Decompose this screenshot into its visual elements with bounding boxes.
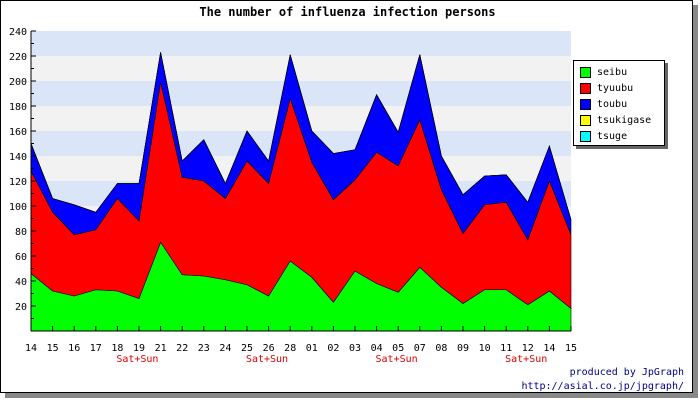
x-weekend-label: Sat+Sun — [116, 354, 158, 365]
x-tick-label: 05 — [392, 343, 404, 354]
y-tick-label: 140 — [9, 152, 27, 163]
x-tick-label: 03 — [349, 343, 361, 354]
y-tick-label: 240 — [9, 27, 27, 38]
series-area-tsuge — [30, 52, 572, 220]
legend-item-seibu: seibu — [580, 64, 664, 80]
y-tick-label: 20 — [15, 302, 27, 313]
x-tick-label: 24 — [219, 343, 231, 354]
credit-producer: produced by JpGraph — [569, 367, 684, 378]
credit-url[interactable]: http://asial.co.jp/jpgraph/ — [521, 381, 684, 392]
y-tick-label: 120 — [9, 177, 27, 188]
legend-label: tsuge — [597, 130, 628, 142]
x-tick-label: 12 — [522, 343, 534, 354]
legend-item-tsuge: tsuge — [580, 128, 664, 144]
x-tick-label: 18 — [111, 343, 123, 354]
legend-label: toubu — [597, 98, 628, 110]
x-tick-label: 19 — [133, 343, 145, 354]
x-tick-label: 07 — [414, 343, 426, 354]
chart-title: The number of influenza infection person… — [199, 5, 496, 19]
x-tick-label: 01 — [306, 343, 318, 354]
legend-swatch — [580, 98, 591, 110]
y-tick-label: 100 — [9, 202, 27, 213]
y-tick-label: 220 — [9, 52, 27, 63]
legend-swatch — [580, 130, 591, 142]
x-tick-label: 15 — [565, 343, 577, 354]
x-tick-label: 09 — [457, 343, 469, 354]
legend-item-toubu: toubu — [580, 96, 664, 112]
x-tick-label: 23 — [198, 343, 210, 354]
x-weekend-label: Sat+Sun — [246, 354, 288, 365]
y-tick-label: 80 — [15, 227, 27, 238]
x-weekend-label: Sat+Sun — [505, 354, 547, 365]
x-tick-label: 14 — [543, 343, 555, 354]
legend-label: tsukigase — [597, 114, 652, 126]
y-tick-label: 200 — [9, 77, 27, 88]
legend-item-tsukigase: tsukigase — [580, 112, 664, 128]
grid-band — [31, 31, 571, 56]
x-tick-label: 22 — [176, 343, 188, 354]
legend-swatch — [580, 82, 591, 94]
x-tick-label: 28 — [284, 343, 296, 354]
legend-swatch — [580, 66, 591, 78]
y-tick-label: 60 — [15, 252, 27, 263]
x-tick-label: 14 — [25, 343, 37, 354]
legend-item-tyuubu: tyuubu — [580, 80, 664, 96]
x-tick-label: 08 — [435, 343, 447, 354]
x-tick-label: 04 — [371, 343, 383, 354]
legend-swatch — [580, 114, 591, 126]
legend-label: seibu — [597, 66, 628, 78]
chart-frame: The number of influenza infection person… — [0, 0, 693, 393]
x-tick-label: 21 — [155, 343, 167, 354]
x-weekend-label: Sat+Sun — [376, 354, 418, 365]
chart-legend: seibu tyuubu toubu tsukigase tsuge — [573, 60, 665, 146]
x-tick-label: 11 — [500, 343, 512, 354]
x-tick-label: 17 — [90, 343, 102, 354]
legend-label: tyuubu — [597, 82, 634, 94]
x-tick-label: 26 — [263, 343, 275, 354]
grid-band — [31, 56, 571, 81]
x-tick-label: 25 — [241, 343, 253, 354]
y-tick-label: 40 — [15, 277, 27, 288]
chart-plot: 20 40 60 80 100 120 140 160 180 200 220 240 14 15 16 17… — [9, 27, 577, 365]
x-tick-label: 16 — [68, 343, 80, 354]
y-tick-label: 160 — [9, 127, 27, 138]
credit: produced by JpGraph http://asial.co.jp/j… — [521, 366, 684, 394]
y-tick-label: 180 — [9, 102, 27, 113]
x-tick-label: 02 — [327, 343, 339, 354]
x-tick-label: 10 — [479, 343, 491, 354]
x-tick-label: 15 — [47, 343, 59, 354]
